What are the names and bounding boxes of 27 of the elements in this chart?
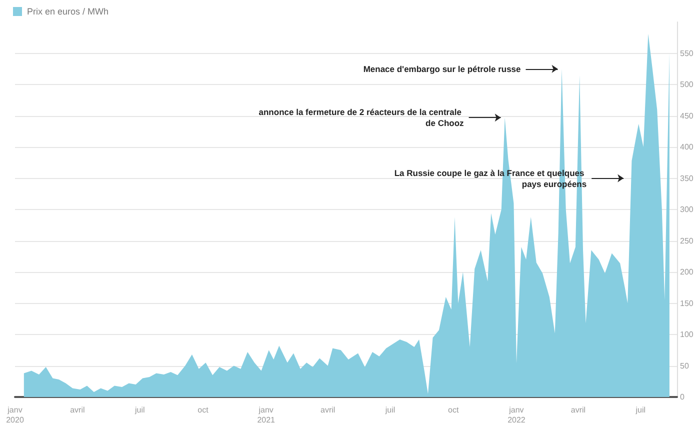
x-tick-label: juil — [134, 406, 145, 414]
x-tick-label: janv 2022 — [508, 406, 526, 424]
legend-label: Prix en euros / MWh — [27, 6, 109, 16]
y-tick-label: 0 — [680, 392, 685, 402]
x-tick-label: avril — [70, 406, 85, 414]
x-tick-label: janv 2020 — [6, 406, 24, 424]
y-tick-label: 350 — [680, 174, 694, 183]
y-tick-label: 400 — [680, 142, 694, 152]
x-tick-label: avril — [320, 406, 336, 414]
y-tick-label: 50 — [680, 361, 690, 370]
y-tick-label: 150 — [680, 298, 694, 308]
y-tick-label: 250 — [680, 236, 694, 246]
x-tick-label: janv 2021 — [257, 406, 276, 424]
y-tick-label: 500 — [680, 80, 694, 89]
x-tick-label: juil — [384, 406, 396, 414]
y-tick-label: 450 — [680, 111, 694, 120]
x-tick-label: juil — [634, 406, 646, 414]
annotation: Menace d'embargo sur le pétrole russe — [363, 64, 522, 74]
y-tick-label: 300 — [680, 205, 694, 214]
x-tick-label: oct — [448, 406, 460, 414]
annotation: La Russie coupe le gaz à la France et quelques pays européens — [394, 168, 587, 189]
annotation: annonce la fermeture de 2 réacteurs de la centrale de Chooz — [258, 107, 464, 128]
y-tick-label: 200 — [680, 268, 694, 276]
y-tick-label: 100 — [680, 330, 694, 339]
x-tick-label: oct — [198, 406, 210, 414]
x-tick-label: avril — [570, 406, 586, 414]
y-tick-label: 550 — [680, 48, 694, 58]
